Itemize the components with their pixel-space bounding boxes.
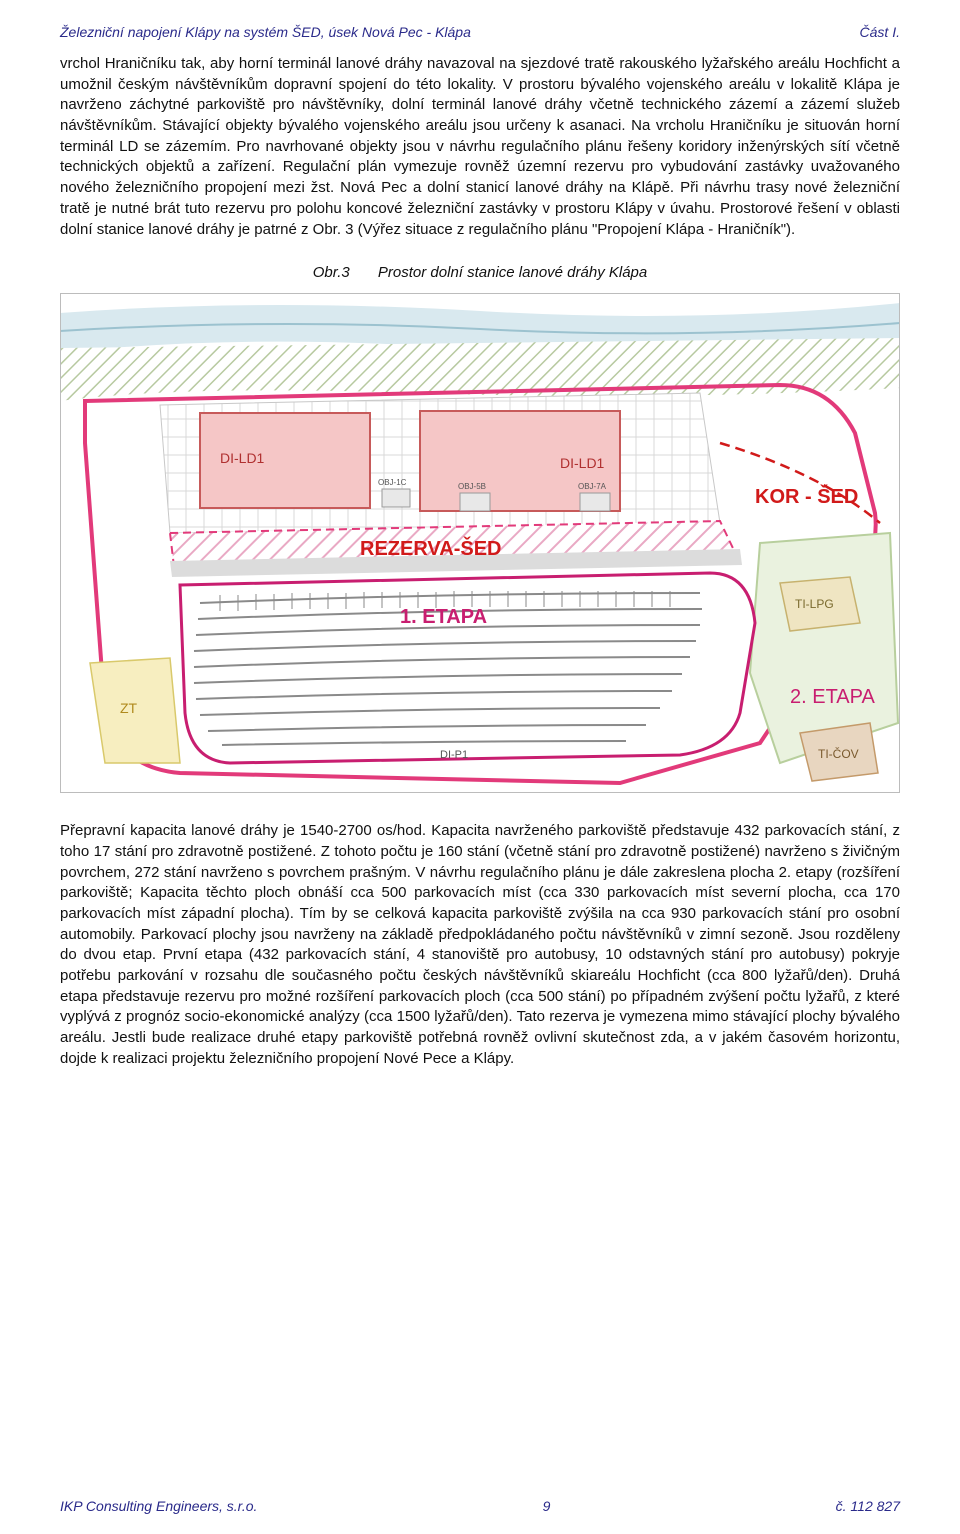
paragraph-1: vrchol Hraničníku tak, aby horní terminá…: [60, 54, 900, 240]
document-page: Železniční napojení Klápy na systém ŠED,…: [0, 0, 960, 1534]
figure-caption: Obr.3 Prostor dolní stanice lanové dráhy…: [60, 264, 900, 281]
label-etapa1: 1. ETAPA: [400, 606, 487, 628]
label-di-ld1-b: DI-LD1: [560, 455, 605, 471]
obj-7a: [580, 493, 610, 511]
footer-left: IKP Consulting Engineers, s.r.o.: [60, 1498, 257, 1514]
figure-wrap: KOR - ŠED REZERVA-ŠED 1. ETAPA 2. ETAPA …: [60, 293, 900, 793]
label-obj3: OBJ-7A: [578, 482, 607, 491]
label-ti-cov: TI-ČOV: [818, 746, 859, 761]
label-kor-sed: KOR - ŠED: [755, 484, 858, 508]
label-rezerva-sed: REZERVA-ŠED: [360, 536, 502, 560]
label-zt: ZT: [120, 700, 138, 716]
header-right: Část I.: [860, 24, 900, 40]
label-obj2: OBJ-5B: [458, 482, 486, 491]
etapa2-zone: [750, 533, 898, 763]
label-di-p1: DI-P1: [440, 749, 468, 761]
label-di-ld1-a: DI-LD1: [220, 450, 265, 466]
label-etapa2: 2. ETAPA: [790, 686, 876, 708]
paragraph-2: Přepravní kapacita lanové dráhy je 1540-…: [60, 821, 900, 1069]
header-left: Železniční napojení Klápy na systém ŠED,…: [60, 24, 471, 40]
figure-title: Prostor dolní stanice lanové dráhy Klápa: [378, 264, 647, 281]
label-obj1: OBJ-1C: [378, 478, 407, 487]
obj-5b: [460, 493, 490, 511]
parking-etapa1: [180, 573, 755, 763]
figure-label: Obr.3: [313, 264, 350, 281]
page-header: Železniční napojení Klápy na systém ŠED,…: [60, 24, 900, 40]
site-plan-svg: KOR - ŠED REZERVA-ŠED 1. ETAPA 2. ETAPA …: [60, 293, 900, 793]
footer-page-number: 9: [543, 1498, 551, 1514]
footer-right: č. 112 827: [836, 1498, 900, 1514]
label-ti-lpg: TI-LPG: [795, 597, 834, 611]
obj-1c: [382, 489, 410, 507]
page-footer: IKP Consulting Engineers, s.r.o. 9 č. 11…: [60, 1490, 900, 1514]
